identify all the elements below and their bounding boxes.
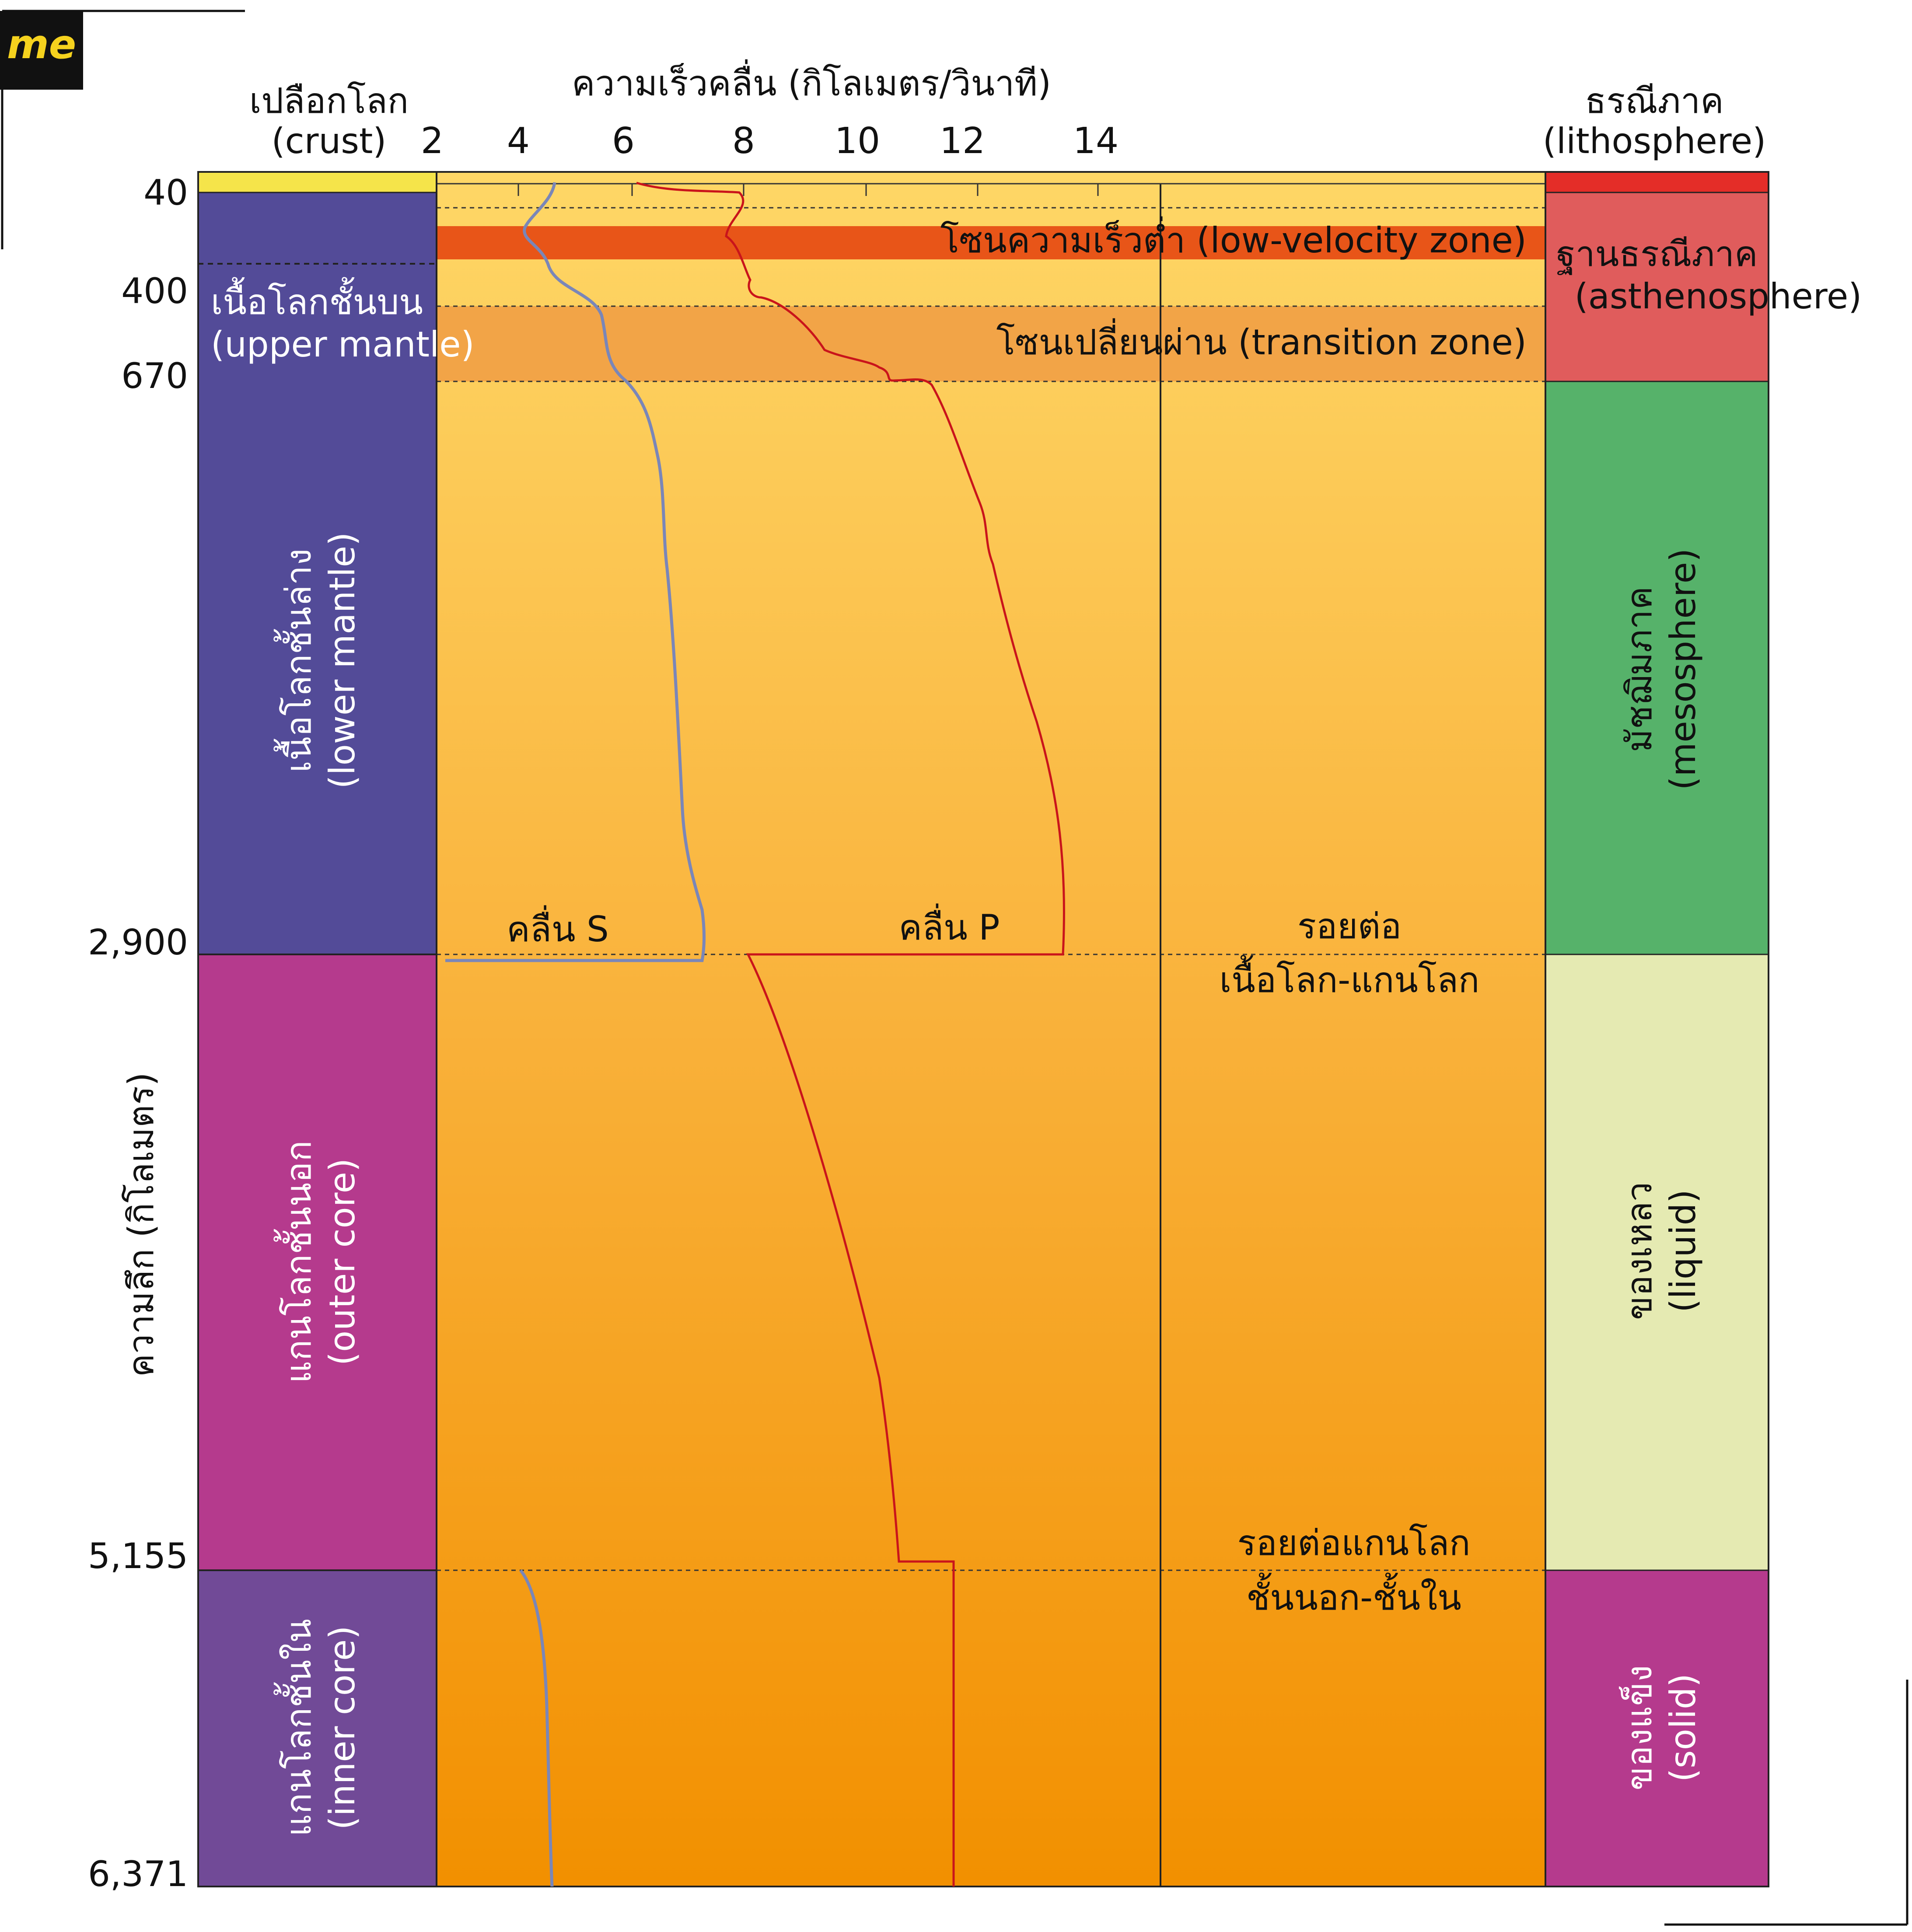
crust-header-en: (crust) [271,121,386,161]
upper-mantle-label-th: เนื้อโลกชั้นบน [211,277,423,322]
depth-tick-label: 5,155 [88,1536,188,1576]
logo: me [0,11,83,90]
velocity-tick-label: 8 [732,120,755,162]
p-wave-label: คลื่น P [899,904,1000,948]
lithosphere-header-en: (lithosphere) [1543,121,1766,161]
panel-background [437,172,1545,1887]
lithosphere-header-th: ธรณีภาค [1585,80,1723,121]
lower-mantle-label-en: (lower mantle) [322,532,363,789]
velocity-tick-label: 14 [1073,120,1119,162]
velocity-tick-label: 6 [612,120,635,162]
mantle-block [198,192,437,954]
depth-tick-label: 6,371 [88,1854,188,1894]
depth-tick-labels: 40 400 670 2,900 5,155 6,371 [88,172,188,1894]
asthenosphere-label-en: (asthenosphere) [1575,276,1862,317]
velocity-tick-label: 10 [835,120,880,162]
depth-tick-label: 40 [143,172,188,213]
mantle-core-boundary-label: เนื้อโลก-แกนโลก [1220,955,1480,1000]
velocity-tick-labels: 2 4 6 8 10 12 14 [421,120,1119,162]
velocity-tick-label: 4 [507,120,530,162]
crust-band [198,172,437,192]
upper-mantle-label-en: (upper mantle) [211,324,475,365]
liquid-label-th: ของเหลว [1619,1182,1660,1320]
velocity-tick-label: 12 [940,120,985,162]
outer-core-label-en: (outer core) [322,1158,363,1366]
velocity-panel [436,171,1546,1887]
inner-core-label-th: แกนโลกชั้นใน [273,1619,319,1837]
liquid-label-en: (liquid) [1663,1189,1703,1312]
logo-text: me [7,21,76,68]
velocity-tick-label: 2 [421,120,444,162]
inner-outer-boundary-label: รอยต่อแกนโลก [1237,1523,1470,1563]
lithosphere-band [1545,172,1769,192]
outer-core-label-th: แกนโลกชั้นนอก [273,1140,319,1383]
solid-label-en: (solid) [1663,1673,1703,1782]
solid-block [1545,1570,1769,1887]
velocity-axis-title: ความเร็วคลื่น (กิโลเมตร/วินาที) [572,59,1051,104]
velocity-axis-ticks [517,184,1099,196]
state-column [1545,171,1769,1887]
asthenosphere-label-th: ฐานธรณีภาค [1556,234,1758,275]
low-velocity-zone-band [437,226,1545,259]
mesosphere-block [1545,381,1769,954]
p-wave-curve [636,182,1065,1887]
mantle-core-boundary-label: รอยต่อ [1297,906,1402,947]
depth-tick-label: 400 [121,271,188,311]
depth-axis-label: ความลึก (กิโลเมตร) [121,1073,161,1377]
depth-tick-label: 670 [121,356,188,396]
transition-zone-label: โซนเปลี่ยนผ่าน (transition zone) [996,318,1527,363]
s-wave-inner-core-curve [519,1569,554,1887]
s-wave-label: คลื่น S [507,905,608,950]
outer-core-block [198,954,437,1570]
solid-label-th: ของแข็ง [1618,1665,1660,1790]
depth-tick-label: 2,900 [88,922,188,963]
crust-header-th: เปลือกโลก [249,80,409,121]
logo-box [0,11,83,90]
transition-zone-band [437,306,1545,381]
asthenosphere-block [1545,192,1769,381]
inner-outer-boundary-label: ชั้นนอก-ชั้นใน [1246,1572,1461,1618]
lower-mantle-label-th: เนื้อโลกชั้นล่าง [273,549,319,773]
mesosphere-label-th: มัชฌิมภาค [1619,586,1660,752]
mesosphere-label-en: (mesosphere) [1663,549,1703,790]
inner-core-block [198,1570,437,1887]
inner-core-label-en: (inner core) [322,1626,363,1830]
liquid-block [1545,954,1769,1570]
layer-column [197,171,437,1887]
s-wave-curve [445,182,706,962]
low-velocity-zone-label: โซนความเร็วต่ำ (low-velocity zone) [940,217,1527,261]
